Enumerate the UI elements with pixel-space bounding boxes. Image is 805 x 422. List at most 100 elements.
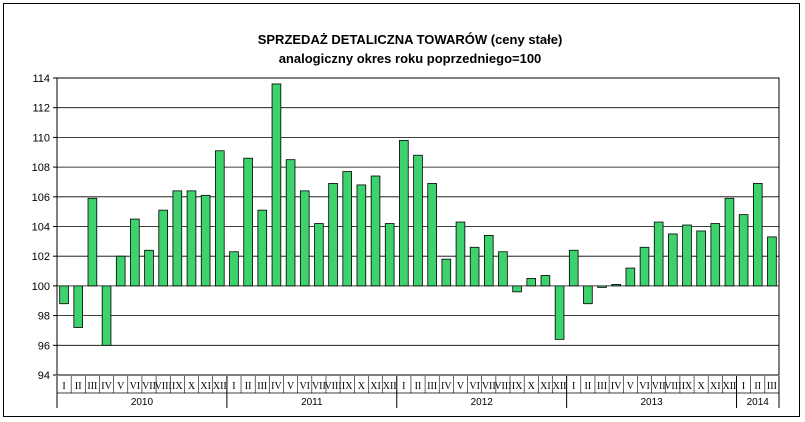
bar [285, 159, 296, 287]
bar [200, 194, 211, 287]
month-label: II [754, 381, 761, 392]
bar [413, 154, 423, 287]
month-label: XI [200, 381, 211, 392]
month-label: IX [342, 381, 353, 392]
month-label: I [742, 381, 745, 392]
y-tick-label: 94 [38, 370, 50, 382]
year-label: 2012 [471, 397, 494, 408]
bar [172, 190, 183, 287]
y-tick-label: 114 [32, 73, 50, 85]
bar [540, 275, 551, 287]
month-label: VII [482, 381, 496, 392]
y-tick-label: 96 [38, 340, 50, 352]
bar [356, 184, 367, 287]
bar [767, 236, 777, 287]
year-label: 2014 [747, 397, 770, 408]
bar [73, 285, 84, 328]
month-label: IX [682, 381, 693, 392]
month-label: V [627, 381, 635, 392]
bar [314, 223, 324, 287]
bar [384, 223, 395, 287]
bar [639, 246, 650, 287]
y-tick-label: 102 [32, 251, 50, 263]
bar [668, 233, 678, 287]
month-label: VIII [155, 381, 172, 392]
bar [653, 221, 664, 287]
month-label: I [572, 381, 575, 392]
month-label: XII [383, 381, 397, 392]
month-label: IV [101, 381, 112, 392]
bar [271, 83, 282, 287]
month-label: VI [299, 381, 310, 392]
month-label: VI [469, 381, 480, 392]
bar [101, 285, 112, 346]
month-label: V [117, 381, 125, 392]
bar [738, 214, 749, 287]
month-label: X [698, 381, 706, 392]
month-label: V [457, 381, 465, 392]
bar [441, 258, 452, 287]
bar [512, 285, 522, 293]
bar [498, 251, 508, 287]
bar [625, 267, 636, 287]
month-label: XII [723, 381, 737, 392]
year-label: 2011 [301, 397, 323, 408]
bar [229, 251, 239, 287]
chart-title: SPRZEDAŻ DETALICZNA TOWARÓW (ceny stałe) [258, 32, 563, 47]
bar [144, 249, 154, 287]
y-tick-label: 104 [32, 222, 50, 234]
bar [328, 183, 338, 287]
year-label: 2013 [640, 397, 663, 408]
bar [724, 197, 735, 287]
month-label: IV [441, 381, 452, 392]
month-label: XII [553, 381, 567, 392]
bar [597, 285, 607, 288]
month-label: IX [512, 381, 523, 392]
y-tick-label: 106 [32, 192, 50, 204]
month-label: III [87, 381, 97, 392]
bar [469, 246, 480, 287]
bar [611, 284, 621, 287]
y-tick-label: 108 [32, 162, 50, 174]
y-axis: 94 96 98 100 102 104 106 108 110 112 114 [32, 73, 57, 382]
month-label: X [358, 381, 366, 392]
bar [215, 150, 225, 287]
month-label: IV [611, 381, 622, 392]
bar [526, 278, 537, 287]
month-label: XII [213, 381, 227, 392]
month-label: II [245, 381, 252, 392]
month-label: VIII [324, 381, 341, 392]
bar [554, 285, 565, 340]
bar [342, 171, 353, 287]
year-label: 2010 [131, 397, 154, 408]
month-label: VIII [664, 381, 681, 392]
month-label: V [287, 381, 295, 392]
bar [186, 190, 197, 287]
month-label: VI [130, 381, 141, 392]
bars [59, 83, 777, 346]
bar [455, 221, 466, 287]
bar [399, 139, 409, 287]
y-tick-label: 98 [38, 311, 50, 323]
month-label: XI [370, 381, 381, 392]
month-label: I [402, 381, 405, 392]
month-label: III [257, 381, 267, 392]
bar [59, 285, 69, 305]
month-label: III [767, 381, 777, 392]
month-label: I [62, 381, 65, 392]
month-label: XI [710, 381, 721, 392]
month-label: VII [312, 381, 326, 392]
month-label: II [415, 381, 422, 392]
month-label: IX [172, 381, 183, 392]
bar [87, 197, 98, 287]
month-label: II [75, 381, 82, 392]
bar [427, 183, 437, 287]
bar [710, 223, 721, 287]
bar [568, 249, 579, 287]
bar [257, 209, 268, 287]
y-tick-label: 110 [32, 132, 50, 144]
y-tick-label: 100 [32, 281, 50, 293]
bar [158, 209, 168, 287]
